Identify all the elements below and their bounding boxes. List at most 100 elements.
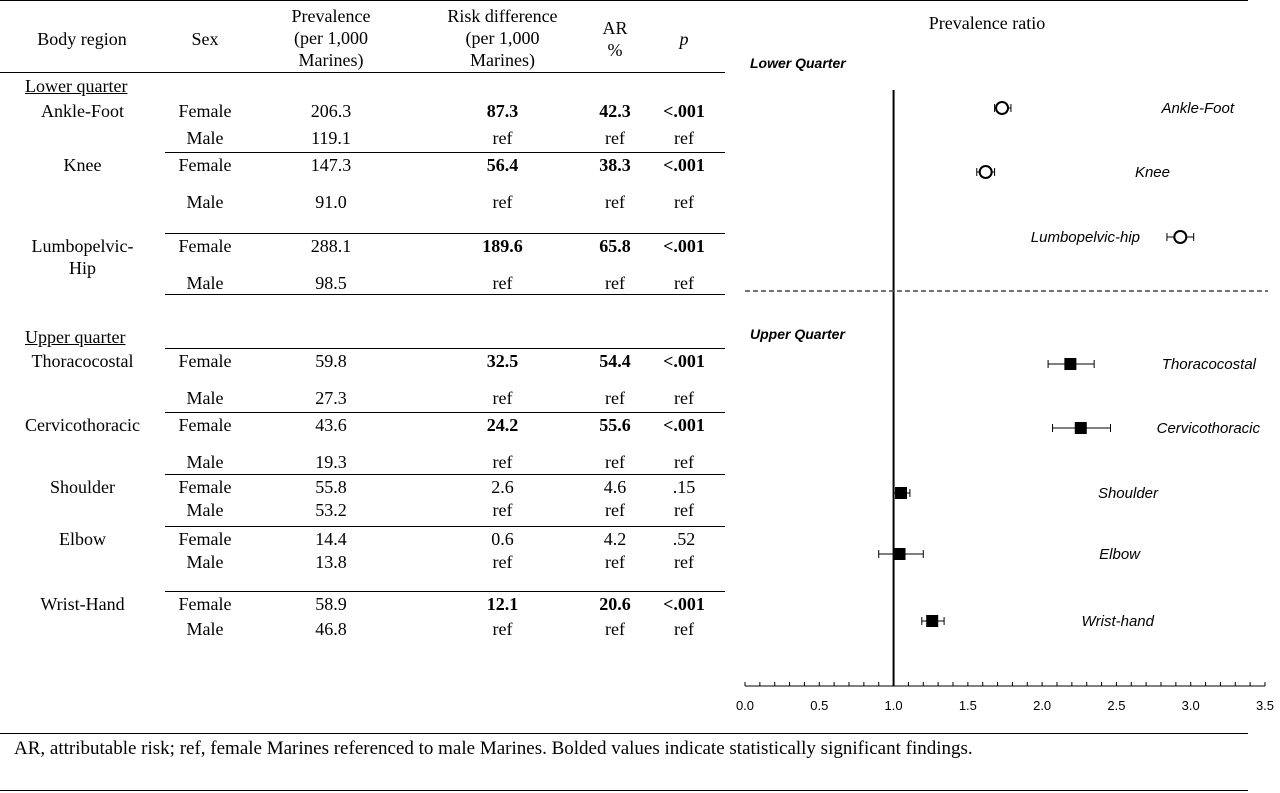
cell-prev: 91.0 [315,192,347,212]
cell-p: <.001 [663,236,705,256]
cell-prev: 43.6 [315,415,347,435]
cell-ar: 4.6 [603,477,627,497]
section-lower-quarter: Lower quarter [25,76,128,96]
x-tick-label: 0.0 [736,698,754,713]
point-label: Ankle-Foot [1160,100,1234,117]
x-tick-label: 1.0 [885,698,903,713]
cell-sex: Male [186,619,224,639]
cell-rd: ref [492,192,513,212]
cell-ar: ref [605,500,625,520]
cell-p: ref [674,452,694,472]
cell-prev: 119.1 [311,128,351,148]
cell-rd: ref [492,452,513,472]
row-group-rule [165,348,725,349]
cell-sex: Male [186,192,224,212]
cell-p: .15 [672,477,696,497]
cell-rd: ref [492,388,513,408]
x-tick-label: 1.5 [959,698,977,713]
body-region-label: Thoracocostal [31,351,134,371]
cell-prev: 46.8 [315,619,347,639]
point-label: Lumbopelvic-hip [1031,229,1140,246]
header-rule [0,72,725,73]
cell-ar: ref [605,273,625,293]
footnote-top-rule [0,733,1248,734]
group-label: Lower Quarter [750,55,847,71]
cell-rd: ref [492,552,513,572]
x-tick-label: 3.0 [1182,698,1200,713]
point-label: Shoulder [1098,485,1159,502]
row-group-rule [165,526,725,527]
row-group-rule [165,412,725,413]
body-region-label: Cervicothoracic [25,415,140,435]
cell-ar: ref [605,388,625,408]
cell-p: ref [674,552,694,572]
group-label: Upper Quarter [750,326,846,342]
body-region-label: Lumbopelvic- Hip [31,236,134,278]
cell-prev: 14.4 [315,529,347,549]
row-group-rule [165,152,725,153]
cell-sex: Female [178,101,232,121]
cell-sex: Female [178,594,232,614]
cell-p: <.001 [663,101,705,121]
cell-sex: Male [186,388,224,408]
point-label: Thoracocostal [1162,356,1257,373]
row-group-rule [165,474,725,475]
point-label: Wrist-hand [1081,613,1154,630]
cell-sex: Male [186,128,224,148]
cell-p: ref [674,192,694,212]
cell-ar: 65.8 [599,236,631,256]
header-risk-difference: Risk difference (per 1,000 Marines) [447,6,558,70]
cell-prev: 55.8 [315,477,347,497]
cell-p: <.001 [663,155,705,175]
cell-rd: ref [492,273,513,293]
top-rule [0,0,1248,1]
cell-rd: 2.6 [491,477,514,497]
cell-rd: ref [492,128,513,148]
cell-p: ref [674,619,694,639]
cell-rd: 189.6 [482,236,523,256]
x-tick-label: 2.0 [1033,698,1051,713]
header-body-region: Body region [37,29,127,49]
cell-prev: 98.5 [315,273,347,293]
body-region-label: Wrist-Hand [40,594,125,614]
body-region-label: Shoulder [50,477,115,497]
cell-p: ref [674,273,694,293]
cell-p: <.001 [663,351,705,371]
point-marker [1074,422,1087,434]
point-marker [926,615,939,627]
point-marker [1064,358,1077,370]
point-marker [978,165,993,179]
cell-sex: Female [178,351,232,371]
cell-ar: 42.3 [599,101,631,121]
cell-prev: 206.3 [310,101,352,121]
cell-rd: 24.2 [486,415,519,435]
cell-sex: Male [186,273,224,293]
header-prevalence: Prevalence (per 1,000 Marines) [291,6,371,70]
point-label: Elbow [1099,546,1141,563]
header-p: p [679,29,689,49]
cell-sex: Female [178,529,232,549]
header-sex: Sex [191,29,219,49]
cell-prev: 59.8 [315,351,347,371]
cell-ar: ref [605,128,625,148]
x-tick-label: 0.5 [810,698,828,713]
cell-ar: 20.6 [599,594,631,614]
cell-rd: 12.1 [486,594,519,614]
cell-ar: ref [605,619,625,639]
cell-ar: 4.2 [603,529,627,549]
cell-prev: 53.2 [315,500,347,520]
body-region-label: Ankle-Foot [41,101,124,121]
point-label: Knee [1135,164,1170,181]
cell-ar: 55.6 [599,415,631,435]
cell-p: ref [674,500,694,520]
cell-p: <.001 [663,415,705,435]
cell-ar: 38.3 [599,155,631,175]
cell-ar: 54.4 [599,351,631,371]
point-marker [895,487,907,499]
body-region-label: Elbow [59,529,106,549]
cell-sex: Male [186,500,224,520]
cell-prev: 19.3 [315,452,347,472]
cell-sex: Female [178,155,232,175]
